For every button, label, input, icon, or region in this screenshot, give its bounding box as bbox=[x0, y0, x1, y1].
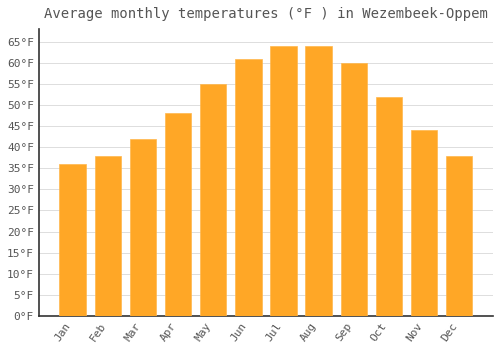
Title: Average monthly temperatures (°F ) in Wezembeek-Oppem: Average monthly temperatures (°F ) in We… bbox=[44, 7, 488, 21]
Bar bbox=[130, 139, 156, 316]
Bar bbox=[165, 113, 191, 316]
Bar bbox=[446, 156, 472, 316]
Bar bbox=[60, 164, 86, 316]
Bar bbox=[411, 130, 438, 316]
Bar bbox=[340, 63, 367, 316]
Bar bbox=[306, 46, 332, 316]
Bar bbox=[94, 156, 121, 316]
Bar bbox=[376, 97, 402, 316]
Bar bbox=[235, 58, 262, 316]
Bar bbox=[270, 46, 296, 316]
Bar bbox=[200, 84, 226, 316]
